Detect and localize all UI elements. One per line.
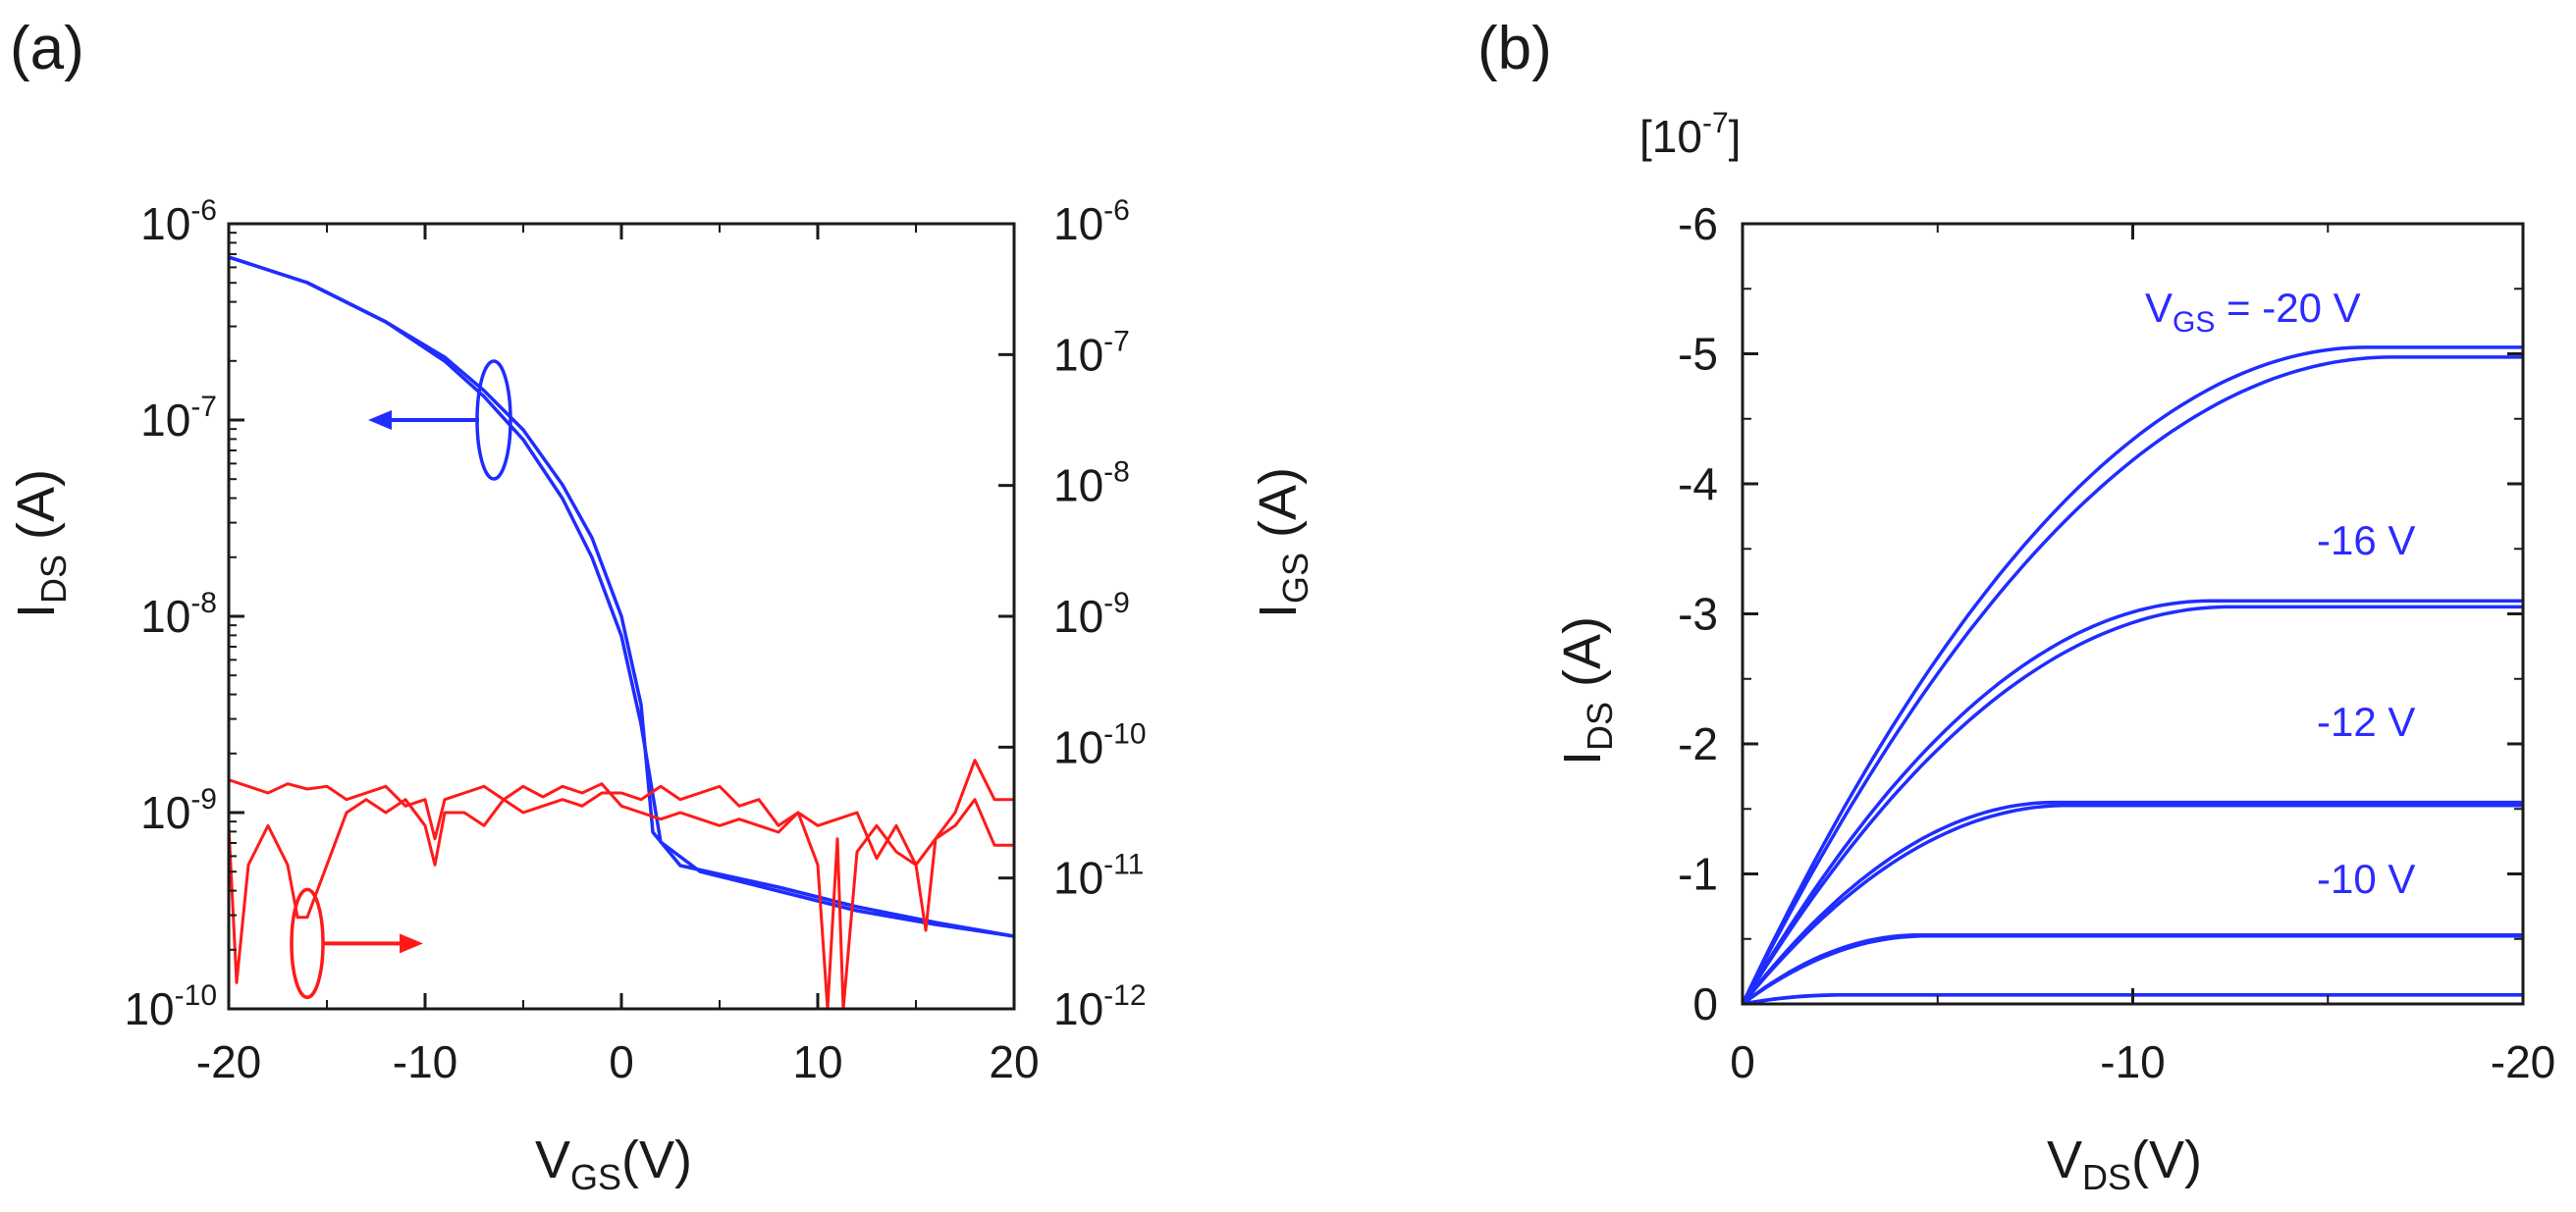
panel-a-chart: -20 -10 0 10 20 10-10 10-9 10-8 10-7 10-6 10-12 10-… [7, 194, 1315, 1197]
panel-a-x-title: VGS(V) [535, 1131, 692, 1197]
panel-b-x-tick-label: -20 [2491, 1036, 2555, 1087]
panel-a-y-right-tick-label: 10-12 [1053, 979, 1147, 1034]
panel-b-series-1-reverse [1743, 355, 2523, 1004]
panel-b-y-tick-label: -6 [1678, 198, 1718, 249]
panel-a-series-1 [229, 255, 1014, 938]
panel-b-y-tick-label: -1 [1678, 849, 1718, 900]
panel-a-y-right-tick-label: 10-7 [1053, 325, 1130, 380]
panel-a-y-left-tick-label: 10-10 [124, 979, 217, 1034]
panel-a-y-left-tick-label: 10-7 [140, 391, 217, 446]
panel-a-ids-arrow-head [368, 410, 392, 430]
panel-b-x-tick-label: 0 [1730, 1036, 1755, 1087]
panel-a-y-right-tick-label: 10-11 [1053, 849, 1144, 904]
panel-a-y-right-tick-label: 10-8 [1053, 456, 1130, 511]
panel-a-series-4 [229, 784, 1014, 1009]
panel-b-curve-label-vgs-20: VGS = -20 V [2145, 285, 2361, 339]
panel-a-x-tick-label: -20 [196, 1036, 261, 1087]
panel-b-y-title: IDS (A) [1553, 616, 1620, 765]
panel-a-series-3 [229, 759, 1014, 867]
panel-a-y-left-tick-label: 10-9 [140, 783, 217, 838]
panel-b-series-4-reverse [1743, 934, 2523, 1004]
panel-b-series-2-reverse [1743, 605, 2523, 1004]
panel-b-series-2-forward [1743, 599, 2523, 1004]
panel-a-y-left-tick-label: 10-8 [140, 587, 217, 642]
panel-a-x-tick-label: 0 [609, 1036, 634, 1087]
panel-b-series-3-reverse [1743, 803, 2523, 1004]
panel-a-y-left-tick-label: 10-6 [140, 194, 217, 249]
panel-b-y-tick-label: 0 [1692, 978, 1718, 1029]
panel-b-multiplier: [10-7] [1639, 107, 1741, 162]
panel-a-y-right-title: IGS (A) [1249, 467, 1315, 618]
panel-a-igs-arrow-head [400, 933, 423, 954]
panel-b-series-1-forward [1743, 345, 2523, 1004]
panel-a-series-2 [229, 255, 1014, 938]
panel-a-x-tick-label: 10 [792, 1036, 842, 1087]
panel-b-curve-label-3: -10 V [2317, 856, 2415, 902]
panel-b-curve-label-2: -12 V [2317, 699, 2415, 745]
panel-b-y-tick-label: -2 [1678, 718, 1718, 769]
panel-label-b: (b) [1477, 15, 1552, 82]
panel-a-y-left-title: IDS (A) [7, 469, 74, 618]
panel-b-x-title: VDS(V) [2047, 1131, 2202, 1197]
panel-a-y-right-tick-label: 10-6 [1053, 194, 1130, 249]
panel-b-x-tick-label: -10 [2100, 1036, 2165, 1087]
panel-a-igs-marker-ellipse [290, 887, 325, 1000]
panel-b-series-3-forward [1743, 800, 2523, 1004]
panel-b-y-tick-label: -5 [1678, 329, 1718, 380]
panel-a-y-right-tick-label: 10-10 [1053, 717, 1147, 772]
panel-b-curve-label-1: -16 V [2317, 517, 2415, 563]
panel-a-x-tick-label: 20 [989, 1036, 1039, 1087]
panel-b-chart: 0 -10 -20 0 -1 -2 -3 -4 -5 -6 VGS = -20 V -16 V -12… [1553, 107, 2555, 1197]
panel-b-y-tick-label: -3 [1678, 589, 1718, 640]
panel-a-x-tick-label: -10 [393, 1036, 457, 1087]
panel-b-y-tick-label: -4 [1678, 458, 1718, 509]
panel-a-y-right-tick-label: 10-9 [1053, 587, 1130, 642]
panel-label-a: (a) [10, 15, 84, 82]
